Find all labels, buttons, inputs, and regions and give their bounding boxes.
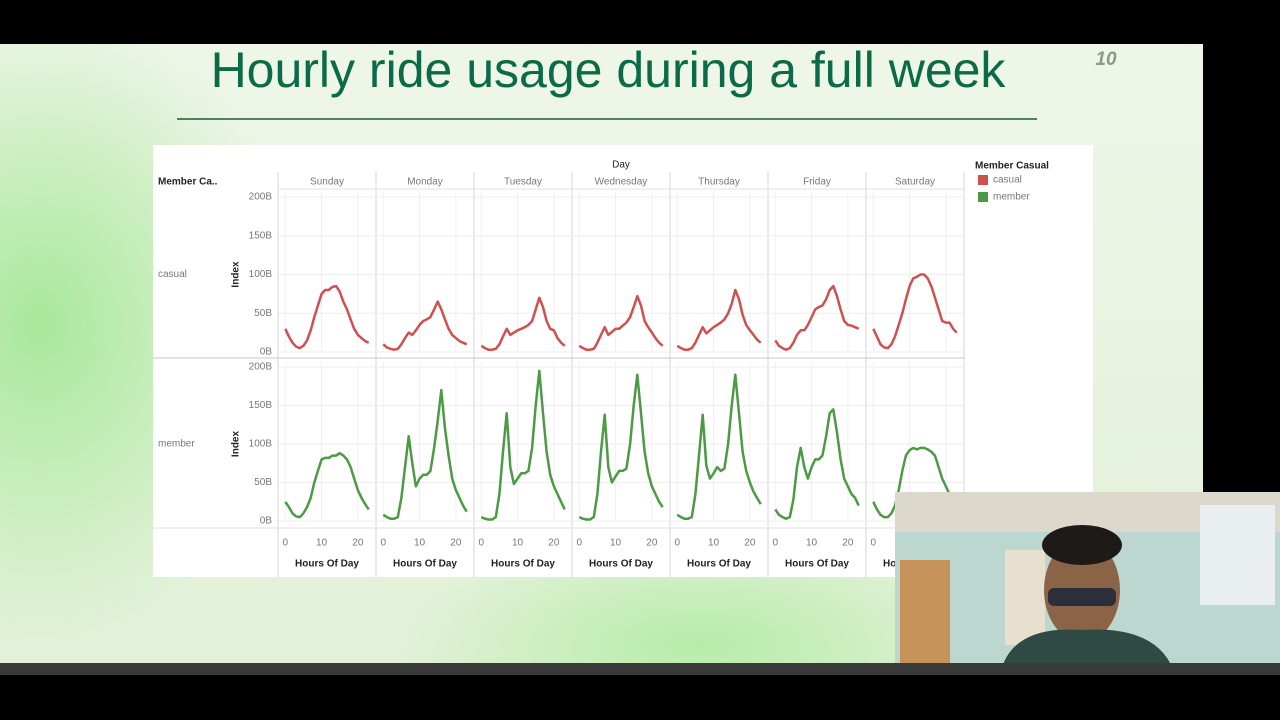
x-axis-title: Hours Of Day xyxy=(785,559,849,570)
series-line xyxy=(774,408,860,520)
x-tick-label: 20 xyxy=(450,538,462,549)
row-label: member xyxy=(158,439,195,450)
x-tick-label: 0 xyxy=(478,538,484,549)
x-tick-label: 10 xyxy=(414,538,426,549)
series-line xyxy=(774,284,860,351)
series-line xyxy=(872,446,958,519)
x-tick-label: 10 xyxy=(512,538,524,549)
series-line xyxy=(676,288,762,351)
column-header: Friday xyxy=(803,177,831,188)
webcam-person-hair xyxy=(1042,525,1122,565)
legend-title: Member Casual xyxy=(975,161,1049,172)
legend-label: casual xyxy=(993,175,1022,186)
webcam-door xyxy=(900,560,950,675)
y-tick-label: 100B xyxy=(249,439,273,450)
x-tick-label: 10 xyxy=(610,538,622,549)
column-header: Wednesday xyxy=(595,177,648,188)
column-header: Monday xyxy=(407,177,443,188)
y-tick-label: 200B xyxy=(249,362,273,373)
x-tick-label: 20 xyxy=(352,538,364,549)
x-tick-label: 20 xyxy=(646,538,658,549)
column-header: Tuesday xyxy=(504,177,542,188)
series-line xyxy=(872,273,958,350)
webcam-board xyxy=(1200,505,1275,605)
y-axis-title: Index xyxy=(231,261,242,288)
x-tick-label: 20 xyxy=(842,538,854,549)
row-label: casual xyxy=(158,269,187,280)
x-axis-title: Hours Of Day xyxy=(589,559,653,570)
legend-swatch xyxy=(978,192,988,202)
series-line xyxy=(676,373,762,520)
y-tick-label: 0B xyxy=(260,516,273,527)
x-tick-label: 0 xyxy=(870,538,876,549)
column-header: Saturday xyxy=(895,177,935,188)
webcam-glasses xyxy=(1048,588,1116,606)
x-tick-label: 10 xyxy=(316,538,328,549)
x-tick-label: 20 xyxy=(744,538,756,549)
x-axis-title: Hours Of Day xyxy=(491,559,555,570)
x-tick-label: 0 xyxy=(576,538,582,549)
column-header-title: Day xyxy=(612,160,630,171)
plots: Sunday 0 10 20 Hours Of Day Monday 0 10 20 Hours … xyxy=(153,172,1030,577)
series-line xyxy=(578,294,664,351)
column-header: Thursday xyxy=(698,177,740,188)
y-tick-label: 150B xyxy=(249,400,273,411)
legend-label: member xyxy=(993,192,1030,203)
y-tick-label: 50B xyxy=(254,308,272,319)
x-tick-label: 0 xyxy=(380,538,386,549)
y-tick-label: 0B xyxy=(260,347,273,358)
y-axis-title: Index xyxy=(231,431,242,458)
x-tick-label: 10 xyxy=(708,538,720,549)
page-number: 10 xyxy=(1095,49,1117,70)
y-tick-label: 100B xyxy=(249,269,273,280)
x-axis-title: Hours Of Day xyxy=(687,559,751,570)
column-header: Sunday xyxy=(310,177,344,188)
y-tick-label: 200B xyxy=(249,192,273,203)
x-tick-label: 0 xyxy=(282,538,288,549)
x-axis-title: Hours Of Day xyxy=(393,559,457,570)
slide-title: Hourly ride usage during a full week xyxy=(211,42,1007,98)
series-line xyxy=(382,388,468,520)
row-header-title: Member Ca.. xyxy=(158,177,218,188)
x-tick-label: 20 xyxy=(548,538,560,549)
x-axis-title: Hours Of Day xyxy=(295,559,359,570)
video-progress-bar xyxy=(0,663,1280,675)
webcam-curtain xyxy=(1005,550,1045,645)
series-line xyxy=(382,300,468,351)
x-tick-label: 10 xyxy=(806,538,818,549)
y-tick-label: 50B xyxy=(254,477,272,488)
legend-swatch xyxy=(978,175,988,185)
series-line xyxy=(578,373,664,521)
series-line xyxy=(480,296,566,351)
webcam-overlay xyxy=(895,492,1280,675)
x-tick-label: 0 xyxy=(772,538,778,549)
series-line xyxy=(284,451,370,519)
series-line xyxy=(480,369,566,521)
series-line xyxy=(284,284,370,350)
y-tick-label: 150B xyxy=(249,230,273,241)
x-tick-label: 0 xyxy=(674,538,680,549)
